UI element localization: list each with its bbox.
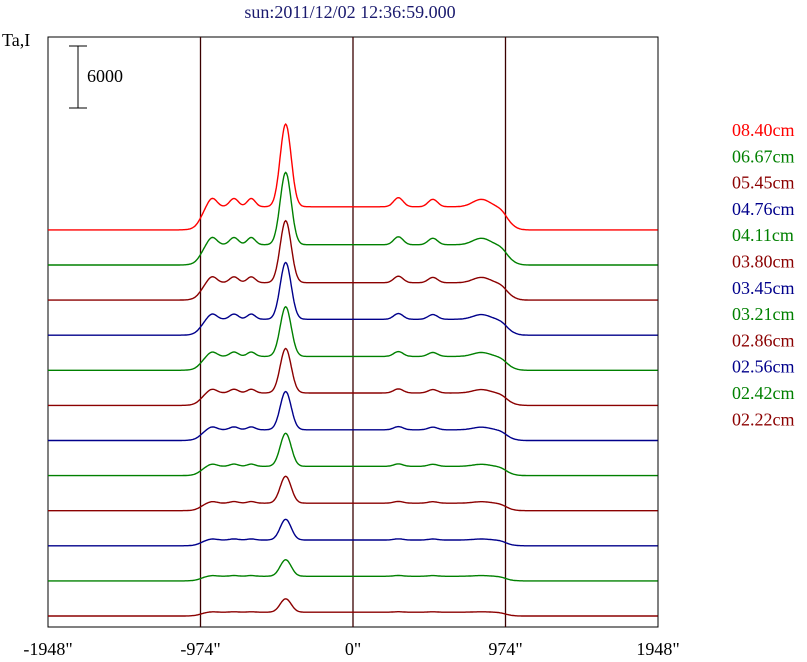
series-line-03.45cm (48, 390, 658, 442)
legend-entry: 02.86cm (732, 330, 795, 350)
scale-bar-label: 6000 (87, 66, 123, 86)
legend-entry: 05.45cm (732, 173, 795, 193)
x-tick-label: 974" (488, 639, 522, 659)
legend-entry: 03.21cm (732, 304, 795, 324)
x-tick-label: -1948" (23, 639, 72, 659)
chart-title: sun:2011/12/02 12:36:59.000 (244, 2, 456, 22)
series-line-04.11cm (48, 305, 658, 371)
legend-entry: 08.40cm (732, 120, 795, 140)
series-line-03.21cm (48, 432, 658, 477)
x-tick-label: 0" (345, 639, 361, 659)
scale-bar: 6000 (69, 45, 123, 109)
series-line-04.76cm (48, 261, 658, 336)
series-line-02.42cm (48, 558, 658, 582)
legend-entry: 04.76cm (732, 199, 795, 219)
legend-entry: 04.11cm (732, 225, 794, 245)
series-line-06.67cm (48, 171, 658, 266)
limb-marker-lines (199, 37, 507, 627)
legend-entry: 02.42cm (732, 383, 795, 403)
series-line-08.40cm (48, 122, 658, 231)
x-tick-label: 1948" (636, 639, 679, 659)
series-line-02.56cm (48, 518, 658, 547)
x-tick-label: -974" (180, 639, 220, 659)
series-line-03.80cm (48, 347, 658, 407)
series-line-05.45cm (48, 219, 658, 301)
legend: 08.40cm 06.67cm 05.45cm 04.76cm 04.11cm 03.80… (732, 120, 795, 429)
legend-entry: 02.22cm (732, 409, 795, 429)
legend-entry: 06.67cm (732, 146, 795, 166)
legend-entry: 03.80cm (732, 252, 795, 272)
legend-entry: 02.56cm (732, 357, 795, 377)
series-line-02.22cm (48, 598, 658, 617)
profile-traces (48, 122, 658, 617)
x-axis-ticks: -1948" -974" 0" 974" 1948" (23, 639, 679, 659)
legend-entry: 03.45cm (732, 278, 795, 298)
series-line-02.86cm (48, 475, 658, 512)
y-axis-label: Ta,I (2, 30, 31, 50)
